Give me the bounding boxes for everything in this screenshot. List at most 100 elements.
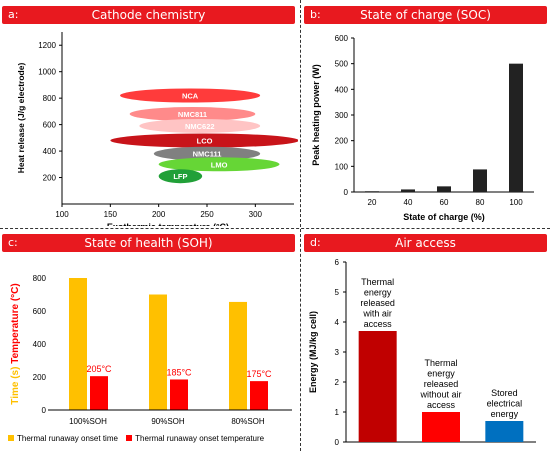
legend-item-onset-temp: Thermal runaway onset temperature <box>126 434 264 443</box>
panel-label-b: b: <box>310 8 321 21</box>
y-axis-title: Heat release (J/g electrode) <box>16 63 26 174</box>
bar-onset-time-100%SOH <box>69 278 87 410</box>
banner-c: c: State of health (SOH) <box>2 234 295 252</box>
y-axis-title: Peak heating power (W) <box>311 64 321 166</box>
y-tick-label: 800 <box>43 94 57 103</box>
panel-label-a: a: <box>8 8 19 21</box>
x-tick-label: 40 <box>404 198 413 207</box>
bar-category-label: energy <box>427 369 455 379</box>
x-tick-label: 100 <box>509 198 523 207</box>
chart-state-of-health: 0 200 400 600 800 205°C 100%SOH 185°C 90%SOH 175°… <box>10 274 292 426</box>
region-nca <box>119 88 261 103</box>
y-axis-title-temperature: Temperature (°C) <box>10 283 21 364</box>
bar-onset-temp-90%SOH <box>170 379 188 410</box>
panel-label-c: c: <box>8 236 18 249</box>
bar-soc-20 <box>365 191 379 192</box>
x-axis-title: Exothermic temperature (°C) <box>107 222 229 226</box>
x-tick-label: 200 <box>152 210 166 219</box>
bar-category-label: without air <box>419 390 461 400</box>
bar-soc-60 <box>437 186 451 192</box>
data-label-onset-temp: 185°C <box>166 367 192 377</box>
y-tick-label: 400 <box>335 85 349 94</box>
y-tick-label: 200 <box>43 174 57 183</box>
bar-onset-temp-80%SOH <box>250 381 268 410</box>
region-label-lco: LCO <box>197 136 213 145</box>
chart-cathode-chemistry: 200 400 600 800 1000 1200 100 150 200 250 300 Exoth… <box>16 32 298 226</box>
region-label-nmc622: NMC622 <box>185 122 215 131</box>
bar-onset-time-80%SOH <box>229 301 247 410</box>
y-tick-label: 4 <box>335 318 340 327</box>
bar-category-label: access <box>364 319 393 329</box>
y-tick-label: 800 <box>33 274 47 283</box>
legend-label-onset-time: Thermal runaway onset time <box>17 434 118 443</box>
data-label-onset-temp: 205°C <box>86 364 112 374</box>
y-tick-label: 0 <box>335 438 340 447</box>
bar-air-access-1 <box>358 331 397 442</box>
bar-air-access-2 <box>422 412 460 442</box>
bar-onset-temp-100%SOH <box>90 376 108 410</box>
bar-soc-100 <box>509 63 523 192</box>
panel-title-a: Cathode chemistry <box>91 8 206 22</box>
x-tick-label: 300 <box>249 210 263 219</box>
y-tick-label: 2 <box>335 378 340 387</box>
region-label-lmo: LMO <box>211 160 228 169</box>
y-axis-title: Energy (MJ/kg cell) <box>308 311 318 393</box>
y-axis-title: Time (s) Temperature (°C) <box>10 283 21 404</box>
x-tick-label: 100%SOH <box>69 417 107 426</box>
bar-air-access-3 <box>485 421 524 442</box>
legend-swatch-red <box>126 435 133 441</box>
y-tick-label: 600 <box>33 307 47 316</box>
region-nmc622 <box>139 118 261 133</box>
y-tick-label: 200 <box>335 137 349 146</box>
x-axis-title: State of charge (%) <box>403 212 485 222</box>
x-tick-label: 20 <box>368 198 377 207</box>
region-label-nmc111: NMC111 <box>193 150 222 159</box>
panel-title-b: State of charge (SOC) <box>360 8 491 22</box>
data-label-onset-temp: 175°C <box>246 369 272 379</box>
banner-a: a: Cathode chemistry <box>2 6 295 24</box>
bar-category-label: electrical <box>487 399 523 409</box>
panel-title-c: State of health (SOH) <box>84 236 213 250</box>
legend-swatch-yellow <box>8 435 14 441</box>
panel-title-d: Air access <box>395 236 456 250</box>
legend-soh: Thermal runaway onset time Thermal runaw… <box>8 434 300 443</box>
x-tick-label: 80 <box>476 198 485 207</box>
bar-category-label: with air <box>362 309 392 319</box>
y-tick-label: 5 <box>335 288 340 297</box>
region-lfp <box>158 169 203 184</box>
horizontal-divider <box>0 228 550 229</box>
x-tick-label: 250 <box>200 210 214 219</box>
y-tick-label: 3 <box>335 348 340 357</box>
y-tick-label: 1200 <box>38 41 56 50</box>
y-tick-label: 300 <box>335 111 349 120</box>
x-tick-label: 90%SOH <box>151 417 185 426</box>
region-lmo <box>158 157 280 172</box>
region-lco <box>110 133 298 148</box>
legend-label-onset-temp: Thermal runaway onset temperature <box>135 434 265 443</box>
bar-soc-40 <box>401 189 415 192</box>
y-tick-label: 400 <box>43 147 57 156</box>
x-tick-label: 100 <box>55 210 69 219</box>
bar-category-label: Thermal <box>361 277 394 287</box>
panel-label-d: d: <box>310 236 321 249</box>
x-tick-label: 80%SOH <box>231 417 265 426</box>
bar-category-label: Thermal <box>424 358 457 368</box>
y-tick-label: 500 <box>335 60 349 69</box>
banner-b: b: State of charge (SOC) <box>304 6 547 24</box>
bar-category-label: energy <box>491 409 519 419</box>
y-tick-label: 1 <box>335 408 340 417</box>
bar-category-label: access <box>427 400 456 410</box>
y-tick-label: 600 <box>335 34 349 43</box>
region-nmc111 <box>153 146 261 161</box>
x-tick-label: 150 <box>104 210 118 219</box>
vertical-divider <box>300 0 301 451</box>
chart-state-of-charge: 0 100 200 300 400 500 600 20 40 60 80 100 State of c… <box>311 34 534 222</box>
banner-d: d: Air access <box>304 234 547 252</box>
y-tick-label: 100 <box>335 162 349 171</box>
x-tick-label: 60 <box>440 198 449 207</box>
bar-category-label: released <box>424 379 459 389</box>
bar-category-label: released <box>360 298 395 308</box>
bar-category-label: Stored <box>491 388 518 398</box>
region-label-nmc811: NMC811 <box>178 110 207 119</box>
